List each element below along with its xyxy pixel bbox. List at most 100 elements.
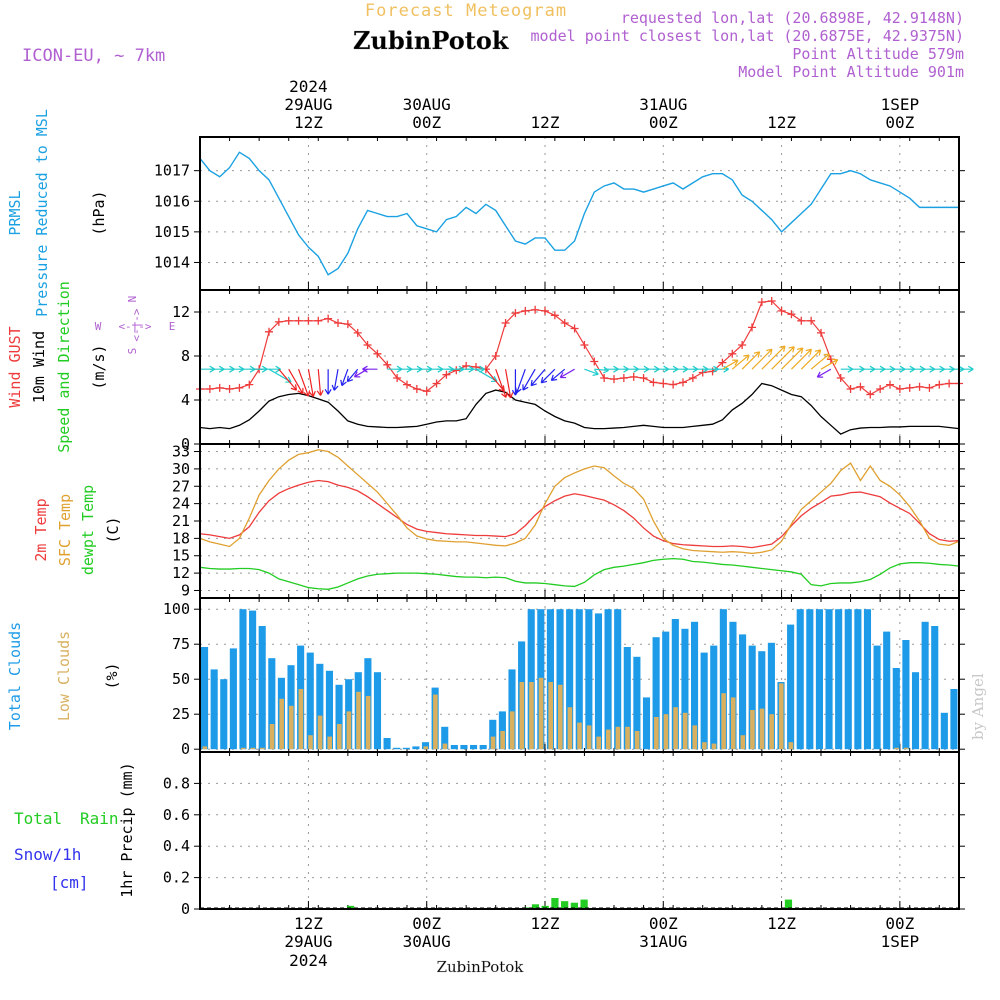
y-tick-label: 0 — [181, 900, 190, 918]
low-cloud-bar — [298, 689, 304, 750]
low-cloud-bar — [365, 696, 371, 750]
bottom-date-label: 29AUG — [284, 932, 332, 951]
bottom-date-label: 30AUG — [403, 932, 451, 951]
y-tick-label: 1014 — [154, 253, 190, 271]
total-cloud-bar — [710, 645, 718, 750]
y-tick-label: 0 — [181, 435, 190, 453]
low-cloud-bar — [260, 747, 265, 750]
gust-point — [403, 380, 411, 389]
gust-point — [363, 341, 372, 349]
gust-point — [669, 380, 678, 389]
total-cloud-bar — [633, 656, 641, 750]
wind-direction-arrow — [504, 369, 514, 399]
precip-snow-unit-label: [cm] — [50, 873, 89, 892]
y-tick-label: 1017 — [154, 162, 190, 180]
low-cloud-bar — [903, 747, 909, 750]
wind-speed-line — [199, 382, 960, 435]
total-cloud-bar — [767, 642, 775, 750]
low-cloud-bar — [509, 711, 515, 750]
gust-point — [491, 352, 500, 360]
wind-unit-label: (m/s) — [90, 344, 108, 389]
low-cloud-bar — [327, 736, 333, 750]
temp-dewpoint-label: dewpt Temp — [79, 485, 97, 575]
total-cloud-bar — [220, 679, 228, 750]
top-hour-label: 00Z — [412, 113, 441, 132]
gust-point — [215, 383, 224, 392]
y-tick-label: 18 — [172, 529, 190, 547]
gust-point — [373, 349, 382, 358]
bottom-hour-label: 12Z — [294, 914, 323, 933]
low-cloud-bar — [721, 693, 726, 750]
gust-point — [205, 385, 214, 393]
low-cloud-bar — [529, 682, 534, 750]
low-cloud-bar — [788, 742, 794, 750]
gust-point — [728, 349, 737, 358]
low-cloud-bar — [682, 712, 688, 750]
low-cloud-bar — [519, 682, 525, 750]
wind-direction-arrow — [584, 368, 599, 376]
low-cloud-bar — [317, 715, 323, 750]
y-tick-label: 24 — [172, 495, 190, 513]
total-cloud-bar — [402, 747, 410, 750]
low-cloud-bar — [548, 682, 553, 750]
gust-point — [383, 360, 392, 369]
gust-point — [541, 306, 549, 315]
low-cloud-bar — [346, 711, 352, 750]
total-cloud-bar — [268, 658, 276, 750]
top-year-label: 2024 — [289, 77, 328, 96]
top-hour-label: 00Z — [885, 113, 914, 132]
rain-bar — [570, 902, 578, 909]
temp-dewpoint-line — [199, 557, 960, 590]
total-cloud-bar — [575, 609, 583, 750]
panel-frame — [199, 136, 960, 291]
total-cloud-bar — [854, 609, 862, 750]
wind-direction-arrow — [307, 369, 316, 397]
low-cloud-bar — [654, 717, 659, 750]
compass-rose-vertical: <-|-> — [130, 308, 143, 341]
low-cloud-bar — [577, 722, 582, 750]
gust-point — [698, 368, 707, 377]
total-cloud-bar — [642, 697, 651, 750]
gust-point — [757, 298, 766, 307]
wind-direction-arrow — [781, 347, 804, 370]
y-tick-label: 9 — [181, 581, 190, 599]
y-tick-label: 0 — [181, 740, 190, 758]
low-cloud-bar — [490, 736, 496, 750]
total-cloud-bar — [940, 712, 948, 750]
total-cloud-bar — [623, 647, 631, 750]
gust-point — [886, 380, 894, 389]
bottom-date-label: 31AUG — [639, 932, 687, 951]
total-cloud-bar — [729, 621, 737, 750]
total-cloud-bar — [902, 640, 910, 750]
total-cloud-bar — [556, 609, 564, 750]
total-cloud-bar — [383, 738, 391, 750]
rain-bar — [784, 899, 793, 909]
gust-point — [560, 319, 569, 327]
total-cloud-bar — [201, 647, 209, 750]
gust-point — [856, 382, 865, 391]
wind-direction-arrow — [362, 365, 378, 373]
wind-direction-arrow — [810, 353, 830, 370]
total-cloud-bar — [719, 609, 727, 750]
low-clouds-label: Low Clouds — [55, 631, 73, 721]
gust-point — [945, 379, 954, 388]
y-tick-label: 100 — [163, 600, 190, 618]
total-cloud-bar — [873, 645, 881, 750]
total-cloud-bar — [450, 745, 458, 750]
gust-point — [225, 385, 234, 393]
rain-bar — [531, 904, 540, 909]
compass-north: N — [126, 296, 139, 303]
y-tick-label: 0.6 — [163, 806, 190, 824]
top-date-label: 31AUG — [639, 95, 687, 114]
total-cloud-bar — [594, 613, 603, 750]
gust-point — [767, 297, 776, 305]
wind-direction-label: Speed and Direction — [55, 281, 73, 453]
chart-title: Forecast Meteogram — [365, 1, 567, 21]
wind-direction-arrow — [722, 359, 739, 370]
gust-point — [343, 320, 352, 329]
low-cloud-bar — [500, 731, 505, 750]
total-cloud-bar — [911, 672, 920, 750]
wind-direction-arrow — [550, 368, 566, 382]
wind-gust-label: Wind GUST — [6, 326, 24, 407]
wind-direction-arrow — [522, 368, 536, 391]
